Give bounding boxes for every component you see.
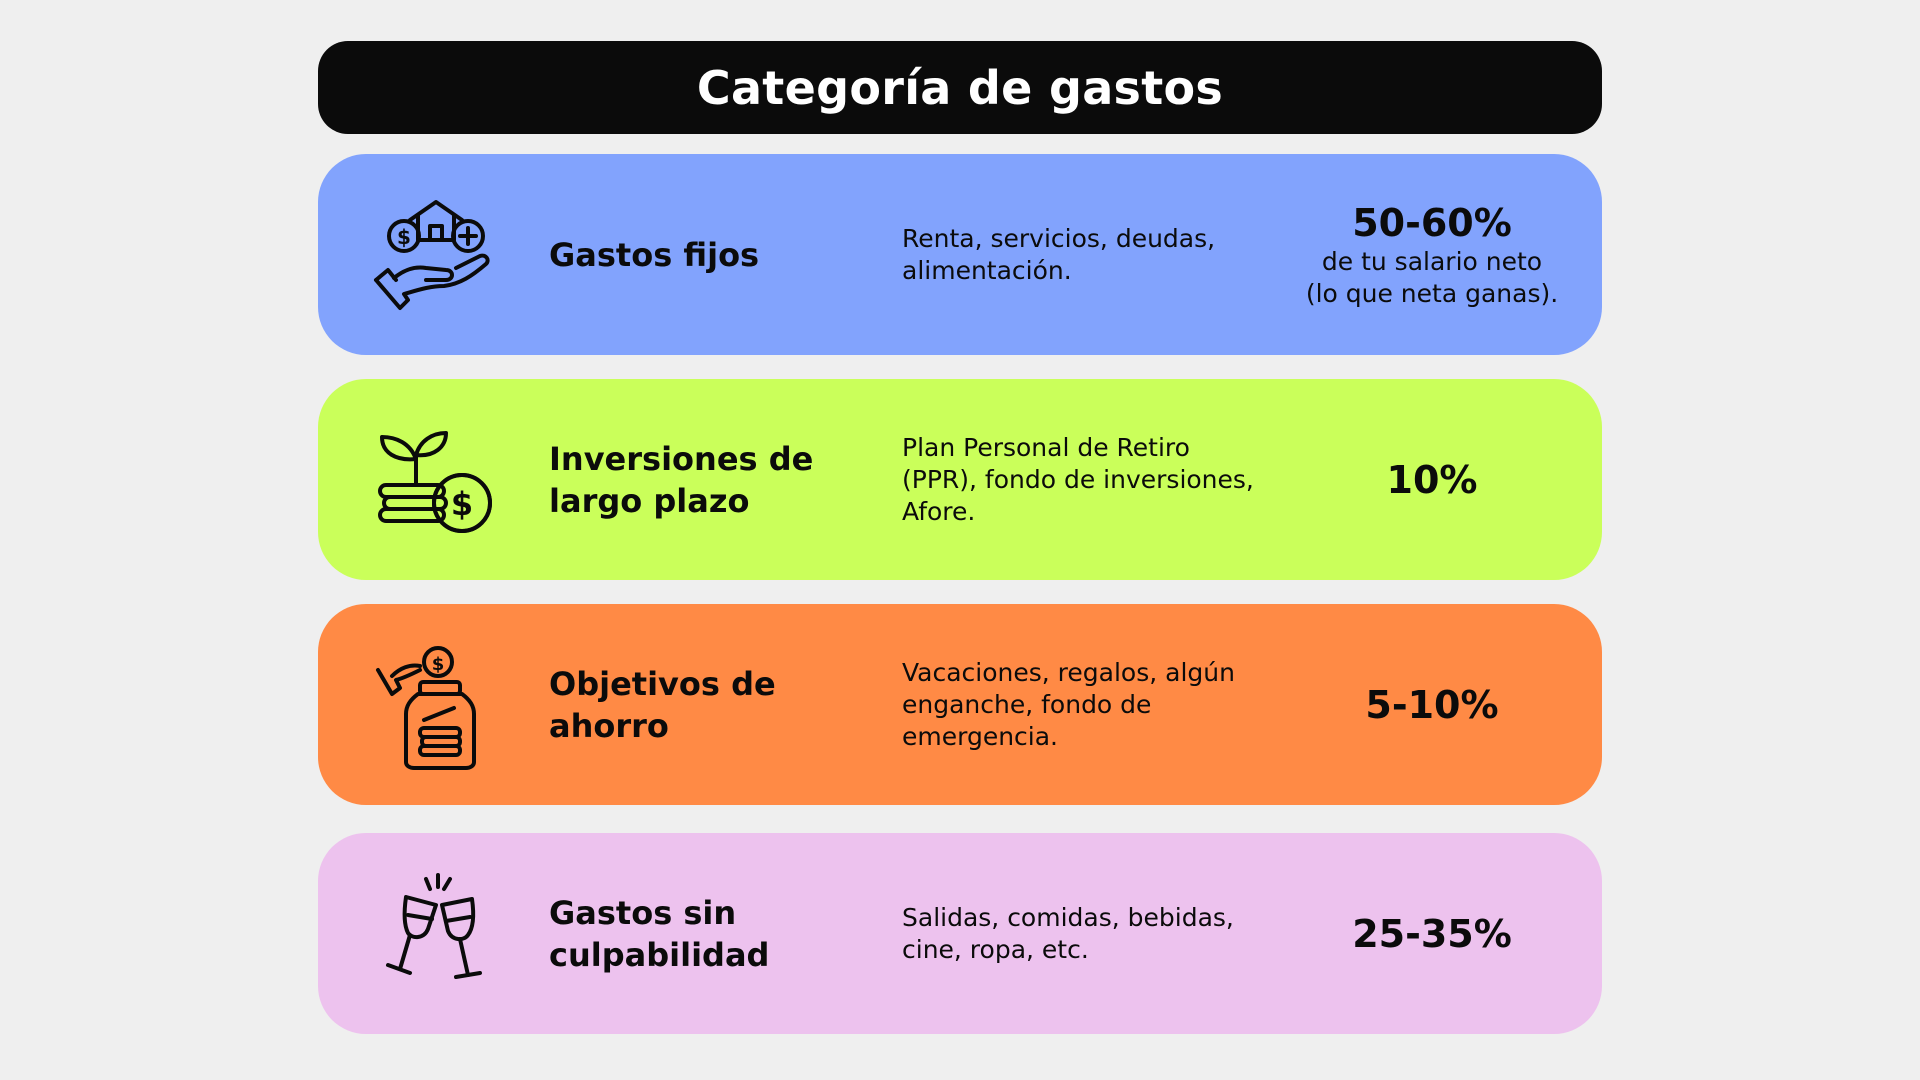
category-percent: 5-10% — [1365, 682, 1499, 727]
title-bar: Categoría de gastos — [318, 41, 1602, 134]
category-row-investments: $ Inversiones de largo plazo Plan Person… — [318, 379, 1602, 580]
category-description: Plan Personal de Retiro (PPR), fondo de … — [902, 432, 1254, 526]
category-description: Renta, servicios, deudas, alimentación. — [902, 223, 1216, 285]
category-list: $ Gastos fijos Renta, servicios, deudas,… — [318, 154, 1602, 1034]
hand-house-money-icon: $ — [366, 186, 504, 324]
svg-text:$: $ — [432, 654, 445, 675]
category-row-guilt-free: Gastos sin culpabilidad Salidas, comidas… — [318, 833, 1602, 1034]
category-percent-block: 5-10% — [1262, 682, 1602, 728]
toast-glasses-icon — [366, 865, 504, 1003]
category-name: Objetivos de ahorro — [549, 664, 776, 745]
page-title: Categoría de gastos — [696, 60, 1224, 115]
category-name: Gastos sin culpabilidad — [549, 893, 770, 974]
category-name: Gastos fijos — [549, 235, 760, 274]
category-percent-block: 50-60% de tu salario neto (lo que neta g… — [1262, 200, 1602, 310]
percent-note-line-1: de tu salario neto — [1321, 246, 1543, 276]
category-percent: 10% — [1386, 457, 1478, 502]
svg-text:$: $ — [397, 225, 411, 249]
category-percent: 25-35% — [1352, 911, 1512, 956]
category-row-fixed-expenses: $ Gastos fijos Renta, servicios, deudas,… — [318, 154, 1602, 355]
expense-categories-sheet: Categoría de gastos $ — [318, 41, 1602, 1034]
category-percent: 50-60% — [1352, 200, 1512, 245]
category-description: Vacaciones, regalos, algún enganche, fon… — [902, 657, 1235, 751]
category-percent-block: 25-35% — [1262, 911, 1602, 957]
savings-jar-icon: $ — [366, 636, 504, 774]
percent-note-line-2: (lo que neta ganas). — [1305, 278, 1559, 308]
plant-coins-icon: $ — [366, 411, 504, 549]
category-percent-block: 10% — [1262, 457, 1602, 503]
category-description: Salidas, comidas, bebidas, cine, ropa, e… — [902, 902, 1234, 964]
svg-text:$: $ — [451, 485, 473, 523]
category-name: Inversiones de largo plazo — [549, 439, 814, 520]
category-row-savings-goals: $ Objetivos de ahorro Vacaciones, regalo… — [318, 604, 1602, 805]
